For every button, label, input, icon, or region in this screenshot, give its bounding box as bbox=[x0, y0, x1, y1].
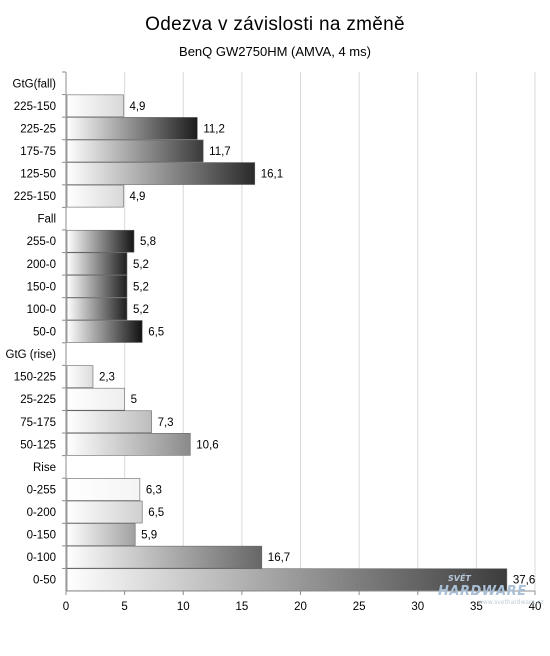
bar bbox=[67, 163, 255, 185]
data-label: 6,5 bbox=[148, 507, 164, 519]
bar bbox=[67, 253, 127, 275]
category-label: 225-150 bbox=[14, 101, 56, 113]
category-label: 125-50 bbox=[20, 169, 56, 181]
bar bbox=[67, 95, 123, 117]
x-tick-label: 10 bbox=[177, 601, 190, 613]
bar bbox=[67, 433, 190, 455]
category-label: 200-0 bbox=[27, 259, 56, 271]
watermark-top: SVĚT bbox=[448, 574, 471, 583]
category-label: 225-150 bbox=[14, 191, 56, 203]
category-label: 255-0 bbox=[27, 236, 56, 248]
bar bbox=[67, 388, 125, 410]
bar bbox=[67, 230, 134, 252]
category-label: 225-25 bbox=[20, 123, 56, 135]
data-label: 5,9 bbox=[141, 530, 157, 542]
x-tick-label: 0 bbox=[63, 601, 69, 613]
bar bbox=[67, 185, 123, 207]
data-label: 4,9 bbox=[129, 101, 145, 113]
x-tick-label: 15 bbox=[235, 601, 248, 613]
category-label: GtG(fall) bbox=[13, 78, 57, 90]
data-label: 11,7 bbox=[209, 146, 231, 158]
category-label: 150-225 bbox=[14, 372, 56, 384]
bar bbox=[67, 366, 93, 388]
data-label: 5,8 bbox=[140, 236, 156, 248]
bar bbox=[67, 117, 197, 139]
x-tick-label: 20 bbox=[294, 601, 307, 613]
data-label: 5 bbox=[131, 394, 137, 406]
category-label: 0-150 bbox=[27, 530, 56, 542]
category-label: 0-100 bbox=[27, 552, 56, 564]
bar bbox=[67, 321, 142, 343]
bar bbox=[67, 140, 203, 162]
watermark-sub: www.svethardware.cz bbox=[478, 599, 543, 606]
bar bbox=[67, 411, 152, 433]
data-label: 6,3 bbox=[146, 484, 162, 496]
x-tick-label: 25 bbox=[353, 601, 366, 613]
data-label: 16,7 bbox=[268, 552, 290, 564]
category-label: Rise bbox=[33, 462, 56, 474]
data-label: 5,2 bbox=[133, 259, 149, 271]
data-label: 11,2 bbox=[203, 123, 225, 135]
data-label: 5,2 bbox=[133, 304, 149, 316]
category-label: 50-125 bbox=[20, 439, 56, 451]
category-label: 150-0 bbox=[27, 281, 56, 293]
data-label: 10,6 bbox=[196, 439, 218, 451]
watermark-logo: SVĚT HARDWARE www.svethardware.cz bbox=[418, 574, 530, 610]
data-label: 16,1 bbox=[261, 169, 283, 181]
bar bbox=[67, 524, 135, 546]
category-label: 175-75 bbox=[20, 146, 56, 158]
category-label: 25-225 bbox=[20, 394, 56, 406]
category-label: 0-50 bbox=[33, 575, 56, 587]
category-label: 75-175 bbox=[20, 417, 56, 429]
bar bbox=[67, 298, 127, 320]
category-label: 50-0 bbox=[33, 327, 56, 339]
category-label: 0-255 bbox=[27, 484, 56, 496]
x-tick-label: 5 bbox=[121, 601, 127, 613]
category-label: Fall bbox=[37, 214, 56, 226]
bar bbox=[67, 501, 142, 523]
data-label: 5,2 bbox=[133, 281, 149, 293]
category-label: 100-0 bbox=[27, 304, 56, 316]
data-label: 4,9 bbox=[129, 191, 145, 203]
watermark-main: HARDWARE bbox=[438, 584, 527, 599]
category-label: GtG (rise) bbox=[6, 349, 57, 361]
data-label: 6,5 bbox=[148, 327, 164, 339]
data-label: 7,3 bbox=[158, 417, 174, 429]
bar bbox=[67, 275, 127, 297]
category-label: 0-200 bbox=[27, 507, 56, 519]
bar bbox=[67, 478, 140, 500]
data-label: 2,3 bbox=[99, 372, 115, 384]
bar bbox=[67, 546, 262, 568]
